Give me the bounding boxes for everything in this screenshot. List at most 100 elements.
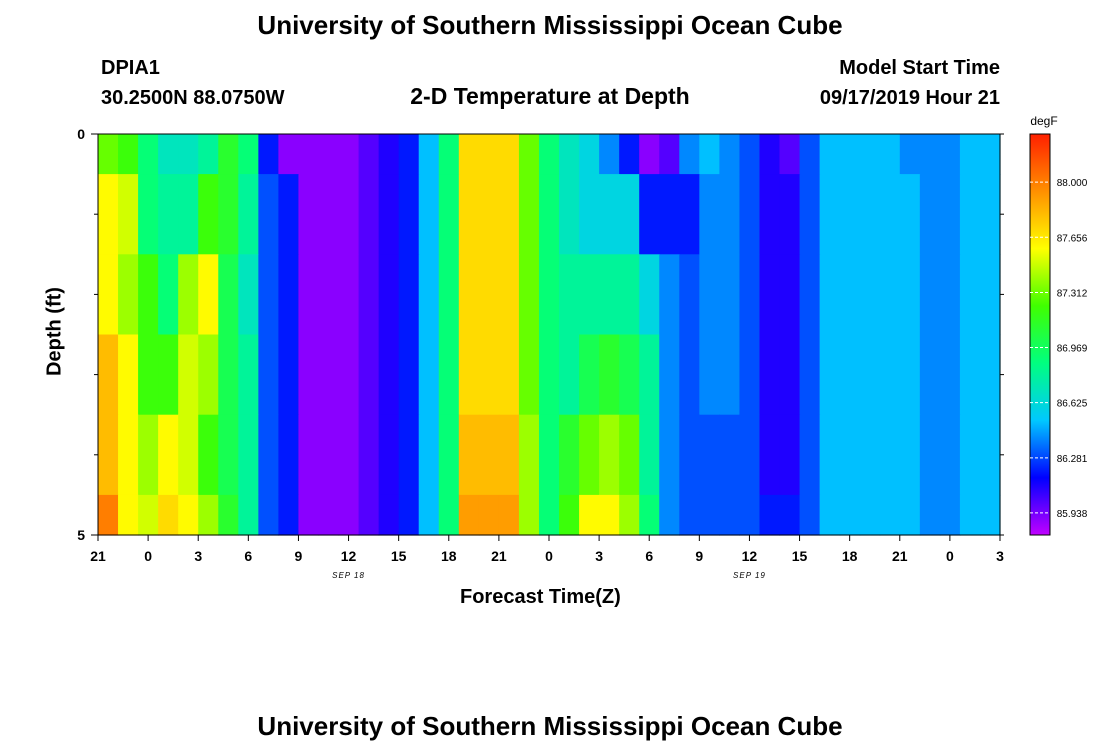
heatmap-cell: [498, 134, 520, 175]
heatmap-cell: [398, 494, 420, 536]
heatmap-cell: [819, 134, 841, 175]
heatmap-cell: [579, 254, 600, 336]
heatmap-cell: [298, 494, 320, 536]
heatmap-cell: [198, 134, 219, 175]
heatmap-cell: [739, 174, 761, 255]
heatmap-cell: [939, 134, 961, 175]
heatmap-cell: [338, 414, 360, 496]
heatmap-cell: [799, 494, 821, 536]
heatmap-cell: [198, 174, 219, 255]
heatmap-cell: [378, 134, 400, 175]
heatmap-cell: [679, 174, 700, 255]
heatmap-cell: [498, 174, 520, 255]
heatmap-cell: [599, 414, 620, 496]
heatmap-cell: [759, 174, 781, 255]
heatmap-cell: [298, 334, 320, 416]
heatmap-cell: [959, 134, 981, 175]
heatmap-cell: [879, 494, 901, 536]
heatmap-cell: [218, 334, 239, 416]
footer-title: University of Southern Mississippi Ocean…: [257, 711, 843, 741]
heatmap-cell: [639, 334, 660, 416]
heatmap-cell: [238, 174, 259, 255]
heatmap-cell: [919, 414, 941, 496]
heatmap-cell: [318, 414, 340, 496]
day-label: SEP 19: [733, 571, 766, 580]
heatmap-cell: [398, 414, 420, 496]
heatmap-cell: [779, 174, 801, 255]
x-tick-label: 9: [295, 548, 303, 564]
heatmap-cell: [899, 254, 921, 336]
day-label: SEP 18: [332, 571, 365, 580]
y-axis-label: Depth (ft): [43, 287, 66, 376]
heatmap-cell: [959, 494, 981, 536]
heatmap-cell: [719, 254, 741, 336]
heatmap-cell: [759, 494, 781, 536]
heatmap-cell: [899, 174, 921, 255]
heatmap-cell: [639, 134, 660, 175]
heatmap-cell: [518, 254, 540, 336]
heatmap-cell: [198, 254, 219, 336]
heatmap-cell: [318, 254, 340, 336]
heatmap-cell: [919, 134, 941, 175]
x-tick-label: 18: [441, 548, 457, 564]
heatmap-cell: [538, 254, 560, 336]
heatmap-cell: [819, 174, 841, 255]
heatmap-cell: [138, 174, 159, 255]
colorbar-tick-label: 86.281: [1057, 454, 1088, 465]
heatmap-cell: [799, 174, 821, 255]
heatmap-cell: [538, 414, 560, 496]
heatmap-cell: [438, 334, 460, 416]
x-tick-label: 15: [792, 548, 808, 564]
heatmap-cell: [458, 334, 480, 416]
heatmap-cell: [158, 414, 179, 496]
heatmap-cell: [118, 334, 139, 416]
heatmap-cell: [719, 174, 741, 255]
colorbar-tick-label: 87.656: [1057, 233, 1088, 244]
heatmap-cell: [899, 494, 921, 536]
heatmap-cell: [418, 334, 440, 416]
heatmap-cell: [98, 254, 119, 336]
heatmap-cell: [859, 414, 881, 496]
heatmap-cell: [599, 134, 620, 175]
heatmap-cell: [138, 334, 159, 416]
colorbar-tick-label: 85.938: [1057, 509, 1088, 520]
heatmap-cell: [879, 134, 901, 175]
heatmap-cell: [418, 174, 440, 255]
heatmap-cell: [799, 334, 821, 416]
station-coords: 30.2500N 88.0750W: [101, 87, 285, 109]
x-tick-label: 6: [645, 548, 653, 564]
heatmap-cell: [458, 134, 480, 175]
heatmap-cell: [238, 494, 259, 536]
heatmap-cell: [118, 494, 139, 536]
heatmap-cell: [619, 174, 640, 255]
heatmap-cell: [719, 494, 741, 536]
heatmap-cell: [839, 334, 861, 416]
heatmap-cell: [358, 254, 380, 336]
heatmap-cell: [559, 134, 580, 175]
x-tick-label: 3: [194, 548, 202, 564]
heatmap-cell: [98, 414, 119, 496]
heatmap-cell: [518, 174, 540, 255]
heatmap-cell: [559, 254, 580, 336]
heatmap-cell: [338, 134, 360, 175]
heatmap-cell: [178, 254, 199, 336]
heatmap-cell: [979, 334, 1001, 416]
heatmap-cell: [178, 134, 199, 175]
heatmap-cell: [639, 494, 660, 536]
heatmap-cell: [619, 494, 640, 536]
heatmap-cell: [458, 174, 480, 255]
heatmap-cell: [418, 494, 440, 536]
x-tick-label: 15: [391, 548, 407, 564]
heatmap-cell: [318, 494, 340, 536]
heatmap-cell: [278, 414, 300, 496]
heatmap-cell: [138, 134, 159, 175]
heatmap-cell: [859, 174, 881, 255]
heatmap-cell: [438, 494, 460, 536]
heatmap-cell: [138, 254, 159, 336]
heatmap-cell: [579, 174, 600, 255]
day-labels: SEP 18 SEP 19: [332, 571, 766, 580]
heatmap-cell: [158, 494, 179, 536]
heatmap-cell: [218, 494, 239, 536]
heatmap-cell: [559, 414, 580, 496]
heatmap-cell: [819, 334, 841, 416]
